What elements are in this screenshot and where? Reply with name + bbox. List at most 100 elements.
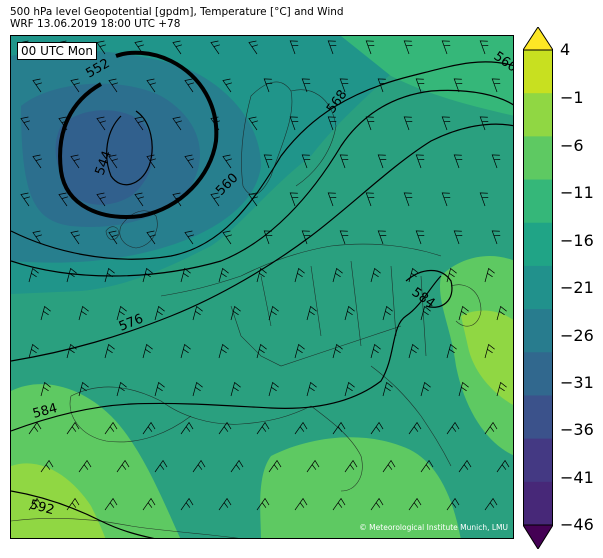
forecast-map: 552 544 560 568 576 584 584 592 560 00 U… [10, 35, 514, 539]
wind-barb-icon [365, 192, 375, 207]
wind-barb-icon [332, 497, 346, 511]
contour-568 [11, 89, 513, 277]
wind-barb-icon [32, 78, 42, 93]
map-canvas: 552 544 560 568 576 584 584 592 560 [11, 36, 513, 538]
wind-barb-icon [344, 305, 355, 321]
wind-barb-icon [327, 116, 337, 131]
wind-barb-icon [142, 497, 156, 511]
wind-barb-icon [78, 305, 89, 321]
wind-barb-icon [408, 497, 422, 511]
colorbar-tick-label: −1 [560, 88, 584, 107]
wind-barb-icon [230, 305, 241, 321]
colorbar-extend-bottom [523, 524, 553, 549]
wind-barb-icon [58, 192, 68, 207]
wind-barb-icon [146, 78, 156, 93]
wind-barb-icon [180, 497, 194, 511]
wind-barb-icon [327, 40, 337, 55]
wind-barb-icon [184, 230, 194, 245]
wind-barb-icon [496, 459, 510, 473]
wind-barb-icon [453, 230, 463, 245]
wind-barb-icon [116, 381, 127, 397]
contour-560 [11, 61, 513, 260]
wind-barb-icon [484, 497, 498, 511]
wind-barb-icon [172, 40, 182, 55]
wind-barb-icon [263, 230, 273, 245]
wind-barb-icon [180, 421, 194, 435]
wind-barb-icon [248, 116, 258, 131]
colorbar-tick-label: −31 [560, 373, 594, 392]
wind-barb-icon [108, 230, 118, 245]
wind-barb-icon [154, 305, 165, 321]
wind-barb-icon [301, 154, 311, 169]
colorbar-cell [523, 395, 553, 440]
wind-barb-icon [420, 305, 431, 321]
wind-barb-icon [453, 78, 463, 93]
wind-barb-icon [491, 154, 501, 169]
wind-barb-icon [40, 459, 54, 473]
wind-barb-icon [301, 78, 311, 93]
wind-barb-icon [146, 230, 156, 245]
wind-barb-icon [289, 40, 299, 55]
wind-barb-icon [66, 267, 77, 283]
colorbar-tick-label: −16 [560, 231, 594, 250]
contour-552 [58, 50, 219, 219]
coastlines [11, 81, 482, 538]
wind-barb-icon [28, 343, 39, 359]
wind-barb-icon [154, 459, 168, 473]
wind-barb-icon [415, 154, 425, 169]
wind-barb-icon [192, 305, 203, 321]
colorbar-tick-label: −36 [560, 420, 594, 439]
wind-barb-icon [32, 154, 42, 169]
contour-584-east [405, 269, 453, 308]
colorbar-cells [523, 27, 553, 549]
wind-barb-icon [458, 305, 469, 321]
wind-barb-icon [339, 78, 349, 93]
wind-barb-icon [339, 230, 349, 245]
wind-barb-icon [344, 459, 358, 473]
wind-barb-icon [458, 459, 472, 473]
wind-barb-icon [484, 421, 498, 435]
wind-barb-icon [370, 343, 381, 359]
wind-barb-icon [256, 497, 270, 511]
wind-barb-icon [154, 381, 165, 397]
wind-barb-icon [256, 421, 270, 435]
contour-576 [11, 123, 513, 362]
wind-barb-icon [78, 459, 92, 473]
wind-barb-icon [332, 267, 343, 283]
wind-barb-icon [104, 421, 118, 435]
wind-barb-icon [218, 267, 229, 283]
chart-title-line1: 500 hPa level Geopotential [gpdm], Tempe… [10, 6, 344, 18]
colorbar-tick-label: 4 [560, 40, 571, 59]
wind-barb-icon [142, 421, 156, 435]
wind-barb-icon [377, 230, 387, 245]
wind-barb-icon [28, 267, 39, 283]
wind-barb-icon [116, 459, 130, 473]
wind-barb-icon [108, 78, 118, 93]
wind-barb-icon [180, 267, 191, 283]
wind-barb-icon [210, 40, 220, 55]
wind-barb-icon [20, 116, 30, 131]
wind-barb-icon [408, 343, 419, 359]
wind-barb-icon [289, 116, 299, 131]
wind-barb-icon [479, 40, 489, 55]
colorbar-cell [523, 481, 553, 526]
wind-barb-icon [294, 497, 308, 511]
wind-barb-icon [332, 421, 346, 435]
wind-barb-icon [180, 343, 191, 359]
run-time-label: 00 UTC Mon [17, 42, 97, 60]
wind-barb-icon [420, 459, 434, 473]
wind-barb-icon [382, 305, 393, 321]
wind-barb-icon [382, 381, 393, 397]
wind-barb-icon [446, 497, 460, 511]
wind-barb-icon [134, 40, 144, 55]
wind-barb-icon [263, 78, 273, 93]
wind-barb-icon [134, 116, 144, 131]
wind-barb-icon [294, 343, 305, 359]
wind-barb-icon [306, 459, 320, 473]
wind-barb-icon [496, 305, 507, 321]
wind-barb-icon [248, 192, 258, 207]
wind-barb-icon [263, 154, 273, 169]
wind-barb-icon [78, 381, 89, 397]
wind-barb-icon [218, 421, 232, 435]
wind-barb-icon [491, 230, 501, 245]
